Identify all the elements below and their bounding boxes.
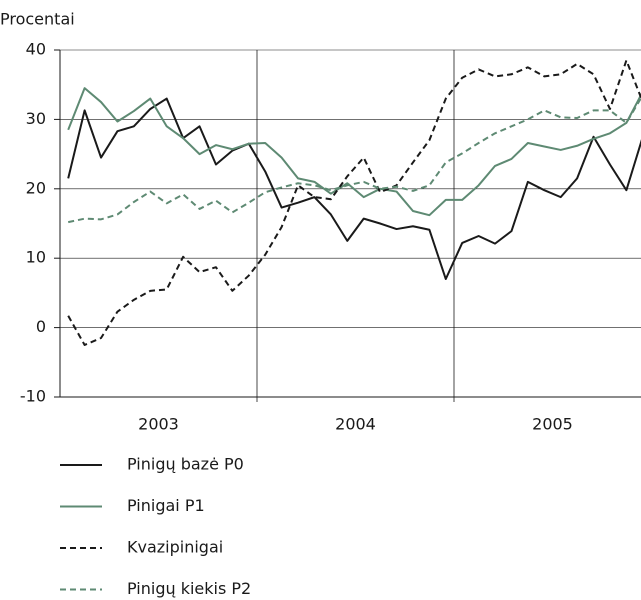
- y-tick-label: 10: [26, 248, 46, 267]
- y-tick-label: 40: [26, 40, 46, 59]
- y-axis-label: Procentai: [0, 10, 75, 29]
- x-tick-label: 2003: [138, 415, 179, 434]
- legend-label: Kvazipinigai: [127, 538, 223, 557]
- y-tick-label: 0: [36, 317, 46, 336]
- x-tick-label: 2005: [532, 415, 573, 434]
- x-tick-label: 2004: [335, 415, 376, 434]
- legend-label: Pinigų kiekis P2: [127, 579, 251, 598]
- series-line: [68, 96, 641, 224]
- y-tick-label: -10: [20, 387, 46, 406]
- y-tick-label: 20: [26, 178, 46, 197]
- series-line: [67, 97, 641, 281]
- series-line: [67, 87, 641, 217]
- series-line: [67, 59, 641, 346]
- legend-label: Pinigų bazė P0: [127, 455, 244, 474]
- legend-label: Pinigai P1: [127, 496, 205, 515]
- y-tick-label: 30: [26, 109, 46, 128]
